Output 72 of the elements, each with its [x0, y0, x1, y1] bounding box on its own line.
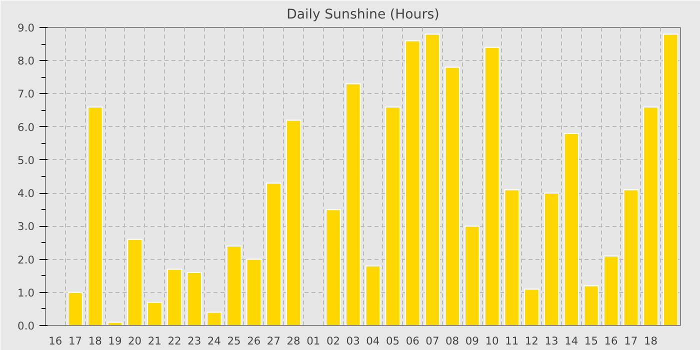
bar [662, 34, 678, 326]
x-tick-label: 13 [544, 334, 558, 348]
x-tick-label: 22 [168, 334, 182, 348]
x-tick-label: 26 [247, 334, 261, 348]
bar [404, 40, 420, 326]
bar [603, 255, 619, 326]
x-tick-label: 16 [604, 334, 618, 348]
x-tick-label: 18 [88, 334, 102, 348]
bar [484, 46, 500, 326]
y-tick-label: 8.0 [18, 54, 35, 68]
y-tick-label: 3.0 [18, 220, 35, 234]
y-tick-label: 0.0 [18, 320, 35, 332]
x-tick-label: 02 [326, 334, 340, 348]
bar [584, 285, 599, 326]
x-tick-label: 07 [426, 334, 440, 348]
bar [206, 312, 222, 326]
y-tick-label: 9.0 [18, 22, 35, 34]
bar [266, 182, 282, 326]
x-tick-label: 10 [485, 334, 499, 348]
x-tick-label: 12 [524, 334, 538, 348]
bar [226, 246, 242, 326]
bar [166, 268, 182, 326]
bar [246, 258, 262, 326]
x-tick-label: 08 [446, 334, 460, 348]
bar [544, 192, 560, 326]
bar [286, 120, 302, 326]
x-tick-label: 18 [644, 334, 658, 348]
bar [464, 226, 480, 326]
bar [623, 189, 639, 326]
bar [146, 302, 162, 326]
y-tick-label: 2.0 [18, 253, 35, 266]
x-tick-label: 27 [266, 334, 280, 348]
x-tick-label: 20 [128, 334, 142, 348]
y-tick-label: 7.0 [18, 88, 35, 101]
bar [107, 322, 123, 326]
x-tick-label: 05 [386, 334, 400, 348]
bar [564, 132, 580, 326]
bar [524, 288, 540, 326]
x-tick-label: 06 [406, 334, 420, 348]
x-tick-label: 17 [624, 334, 638, 348]
bar [385, 106, 400, 326]
y-tick-label: 6.0 [18, 120, 35, 134]
x-tick-label: 09 [465, 334, 480, 348]
bar [87, 106, 103, 326]
x-tick-label: 04 [366, 334, 380, 348]
x-tick-label: 17 [68, 334, 82, 348]
x-tick-label: 03 [346, 334, 360, 348]
bar [424, 34, 440, 326]
bar [444, 66, 460, 326]
bar [326, 209, 341, 326]
x-tick-label: 15 [584, 334, 598, 348]
x-tick-label: 11 [505, 334, 519, 348]
bar [68, 292, 83, 326]
chart-title: Daily Sunshine (Hours) [286, 8, 440, 22]
x-tick-label: 01 [306, 334, 320, 348]
y-tick-label: 4.0 [18, 187, 35, 200]
bar [127, 238, 142, 326]
x-tick-label: 14 [564, 334, 578, 348]
x-tick-label: 24 [207, 334, 222, 348]
bar [186, 272, 202, 326]
x-tick-label: 28 [286, 334, 301, 348]
x-tick-label: 25 [227, 334, 241, 348]
x-tick-label: 23 [188, 334, 202, 348]
x-tick-label: 19 [108, 334, 122, 348]
x-tick-label: 16 [48, 334, 62, 348]
bar [345, 83, 361, 326]
y-tick-label: 1.0 [18, 286, 35, 300]
bar [504, 189, 520, 326]
bar [643, 106, 658, 326]
x-tick-label: 21 [148, 334, 162, 348]
y-tick-label: 5.0 [18, 154, 35, 167]
bar [365, 265, 381, 326]
